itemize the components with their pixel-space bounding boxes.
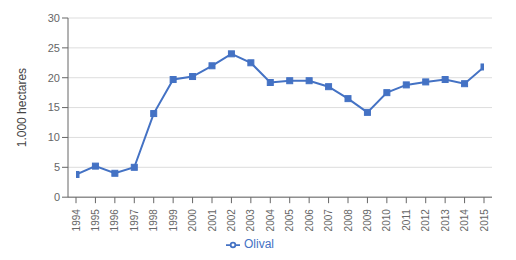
html-text:Olival: Olival	[244, 237, 274, 252]
svg-text:2015: 2015	[479, 209, 490, 232]
svg-text:30: 30	[48, 12, 60, 24]
svg-text:1998: 1998	[148, 209, 159, 232]
svg-text:1995: 1995	[90, 209, 101, 232]
svg-text:2014: 2014	[459, 209, 470, 232]
svg-text:2000: 2000	[187, 209, 198, 232]
svg-text:1996: 1996	[109, 209, 120, 232]
svg-text:2005: 2005	[284, 209, 295, 232]
svg-text:20: 20	[48, 72, 60, 84]
svg-text:1999: 1999	[168, 209, 179, 232]
svg-text:2013: 2013	[440, 209, 451, 232]
svg-text:25: 25	[48, 42, 60, 54]
svg-text:2007: 2007	[323, 209, 334, 232]
svg-text:2010: 2010	[381, 209, 392, 232]
svg-text:2011: 2011	[401, 209, 412, 231]
svg-text:1.000 hectares: 1.000 hectares	[15, 68, 29, 147]
svg-text:2012: 2012	[420, 209, 431, 232]
svg-text:2009: 2009	[362, 209, 373, 232]
svg-text:2003: 2003	[245, 209, 256, 232]
svg-text:10: 10	[48, 131, 60, 143]
svg-text:2002: 2002	[226, 209, 237, 232]
svg-text:1997: 1997	[129, 209, 140, 232]
svg-text:2006: 2006	[304, 209, 315, 232]
svg-text:1994: 1994	[71, 209, 82, 232]
svg-text:0: 0	[54, 191, 60, 203]
svg-text:5: 5	[54, 161, 60, 173]
svg-text:2008: 2008	[343, 209, 354, 232]
svg-text:2001: 2001	[207, 209, 218, 232]
svg-text:2004: 2004	[265, 209, 276, 232]
svg-text:15: 15	[48, 101, 60, 113]
